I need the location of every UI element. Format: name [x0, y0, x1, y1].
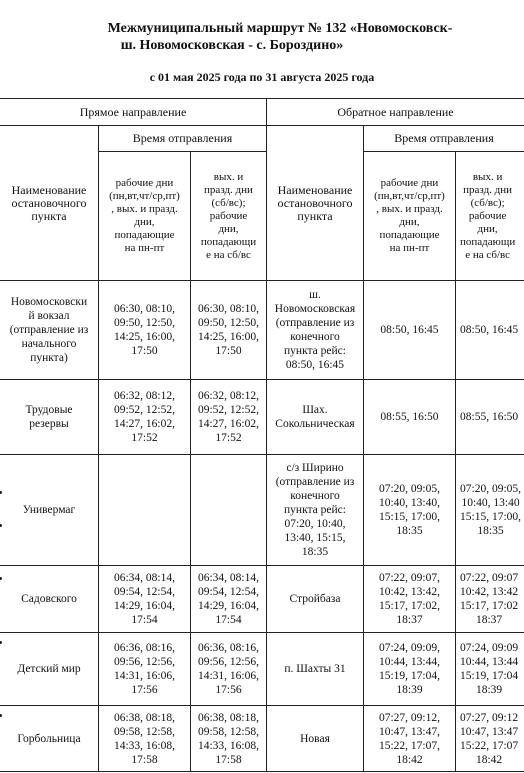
grid-line [0, 632, 524, 633]
grid-line [0, 379, 524, 380]
grid-line [363, 151, 524, 152]
time-backward-weekends: 07:22, 09:07 10:42, 13:42 15:17, 17:02 1… [460, 572, 519, 626]
time-forward-weekdays: 06:30, 08:10, 09:50, 12:50, 14:25, 16:00… [113, 303, 175, 357]
stop-forward: Горбольница [17, 732, 81, 745]
time-backward-weekends: 08:55, 16:50 [460, 411, 519, 423]
grid-line [363, 125, 364, 771]
row-marker [0, 714, 2, 717]
stop-backward: Новая [300, 732, 330, 745]
stop-backward: Шах. Сокольническая [275, 404, 355, 430]
time-backward-weekdays: 08:55, 16:50 [380, 411, 439, 423]
time-backward-weekdays: 07:24, 09:09, 10:44, 13:44, 15:19, 17:04… [378, 642, 440, 696]
time-forward-weekdays: 06:32, 08:12, 09:52, 12:52, 14:27, 16:02… [113, 390, 175, 444]
header-weekdays-backward: рабочие дни (пн,вт,чт/ср,пт) , вых. и пр… [374, 177, 445, 254]
grid-line [190, 151, 191, 771]
grid-line [98, 125, 99, 771]
header-stop-name-backward: Наименование остановочного пункта [277, 182, 353, 223]
header-backward-direction: Обратное направление [337, 104, 454, 119]
header-weekdays-forward: рабочие дни (пн,вт,чт/ср,пт) , вых. и пр… [109, 177, 180, 254]
stop-forward: Садовского [21, 593, 77, 605]
stop-backward: Стройбаза [289, 593, 341, 605]
time-forward-weekdays: 06:34, 08:14, 09:54, 12:54, 14:29, 16:04… [113, 572, 175, 626]
time-backward-weekends: 08:50, 16:45 [460, 324, 519, 336]
header-weekends-backward: вых. и празд. дни (сб/вс); рабочие дни, … [460, 170, 516, 261]
row-marker [0, 577, 2, 580]
time-forward-weekdays: 06:38, 08:18, 09:58, 12:58, 14:33, 16:08… [113, 711, 175, 766]
header-weekends-forward: вых. и празд. дни (сб/вс); рабочие дни, … [200, 170, 257, 261]
time-forward-weekdays [99, 455, 190, 565]
stop-backward: с/з Ширино (отправление из конечного пун… [275, 462, 355, 558]
time-backward-weekdays: 07:20, 09:05, 10:40, 13:40, 15:15, 17:00… [378, 483, 440, 537]
stop-forward: Новомосковски й вокзал (отправление из н… [9, 296, 89, 364]
header-stop-name-forward: Наименование остановочного пункта [11, 182, 87, 223]
grid-line [0, 98, 524, 99]
time-forward-weekdays: 06:36, 08:16, 09:56, 12:56, 14:31, 16:06… [113, 642, 175, 696]
header-departure-time-backward: Время отправления [394, 131, 494, 145]
row-marker [0, 524, 2, 527]
grid-line [0, 280, 524, 281]
grid-line [0, 125, 524, 126]
stop-forward: Детский мир [17, 663, 81, 675]
route-title-line2: ш. Новомосковская - с. Бороздино» [120, 38, 344, 53]
time-backward-weekends: 07:24, 09:09 10:44, 13:44 15:19, 17:04 1… [460, 642, 519, 696]
time-forward-weekends [191, 455, 266, 565]
stop-backward: п. Шахты 31 [284, 663, 346, 675]
stop-forward: Трудовые резервы [25, 404, 73, 430]
time-backward-weekdays: 07:22, 09:07, 10:42, 13:42, 15:17, 17:02… [378, 572, 440, 626]
grid-line [98, 151, 266, 152]
stop-backward: ш. Новомосковская (отправление из конечн… [274, 289, 356, 371]
grid-line [455, 151, 456, 771]
row-marker [0, 641, 2, 644]
grid-line [0, 565, 524, 566]
time-forward-weekends: 06:34, 08:14, 09:54, 12:54, 14:29, 16:04… [197, 572, 259, 626]
time-forward-weekends: 06:30, 08:10, 09:50, 12:50, 14:25, 16:00… [197, 303, 259, 357]
time-backward-weekdays: 08:50, 16:45 [380, 324, 439, 336]
time-backward-weekends: 07:20, 09:05, 10:40, 13:40 15:15, 17:00,… [460, 483, 522, 537]
grid-line [0, 771, 524, 772]
time-forward-weekends: 06:36, 08:16, 09:56, 12:56, 14:31, 16:06… [197, 642, 259, 696]
grid-line [0, 705, 524, 706]
grid-line [0, 454, 524, 455]
grid-line [266, 98, 267, 771]
time-backward-weekdays: 07:27, 09:12, 10:47, 13:47, 15:22, 17:07… [378, 711, 440, 766]
row-marker [0, 491, 2, 494]
time-forward-weekends: 06:38, 08:18, 09:58, 12:58, 14:33, 16:08… [197, 711, 259, 766]
header-departure-time-forward: Время отправления [132, 131, 233, 145]
time-backward-weekends: 07:27, 09:12 10:47, 13:47 15:22, 17:07 1… [460, 711, 519, 766]
stop-forward: Универмаг [22, 504, 76, 516]
schedule-period: с 01 мая 2025 года по 31 августа 2025 го… [149, 70, 375, 84]
route-title-line1: Межмуниципальный маршрут № 132 «Новомоск… [107, 21, 453, 36]
header-forward-direction: Прямое направление [79, 104, 187, 119]
time-forward-weekends: 06:32, 08:12, 09:52, 12:52, 14:27, 16:02… [197, 390, 259, 444]
